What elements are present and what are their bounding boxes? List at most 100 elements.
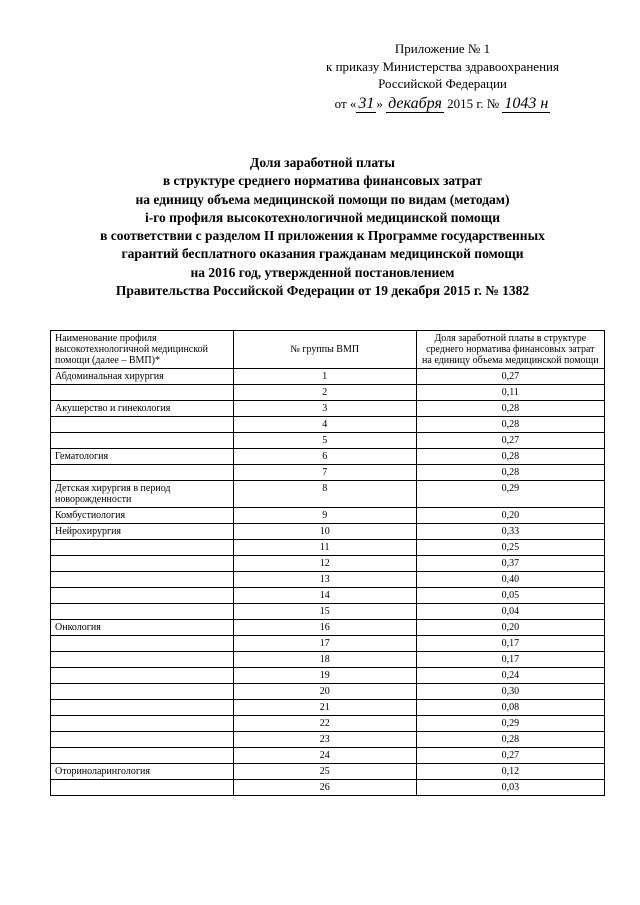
cell-profile-name — [51, 715, 234, 731]
cell-share-value: 0,29 — [416, 480, 604, 507]
cell-profile-name — [51, 416, 234, 432]
cell-profile-name: Абдоминальная хирургия — [51, 368, 234, 384]
cell-share-value: 0,17 — [416, 651, 604, 667]
table-row: Оториноларингология250,12 — [51, 763, 605, 779]
cell-profile-name: Акушерство и гинекология — [51, 400, 234, 416]
cell-group-number: 17 — [233, 635, 416, 651]
cell-profile-name — [51, 432, 234, 448]
table-row: 220,29 — [51, 715, 605, 731]
cell-profile-name — [51, 779, 234, 795]
title-line: гарантий бесплатного оказания гражданам … — [50, 245, 595, 263]
cell-profile-name: Комбустиология — [51, 507, 234, 523]
table-row: 50,27 — [51, 432, 605, 448]
date-year: 2015 г. № — [444, 96, 503, 111]
col-header-share: Доля заработной платы в структуре средне… — [416, 330, 604, 368]
title-line: Доля заработной платы — [50, 154, 595, 172]
cell-group-number: 13 — [233, 571, 416, 587]
cell-share-value: 0,28 — [416, 731, 604, 747]
cell-profile-name — [51, 555, 234, 571]
cell-group-number: 1 — [233, 368, 416, 384]
cell-group-number: 20 — [233, 683, 416, 699]
title-line: в соответствии с разделом II приложения … — [50, 227, 595, 245]
cell-profile-name — [51, 635, 234, 651]
title-line: на единицу объема медицинской помощи по … — [50, 191, 595, 209]
table-row: 130,40 — [51, 571, 605, 587]
cell-share-value: 0,20 — [416, 619, 604, 635]
table-row: 230,28 — [51, 731, 605, 747]
table-row: 180,17 — [51, 651, 605, 667]
cell-group-number: 16 — [233, 619, 416, 635]
cell-profile-name — [51, 683, 234, 699]
data-table: Наименование профиля высокотехнологичной… — [50, 330, 605, 796]
table-row: 20,11 — [51, 384, 605, 400]
cell-group-number: 22 — [233, 715, 416, 731]
table-row: 150,04 — [51, 603, 605, 619]
date-number-handwritten: 1043 н — [502, 95, 550, 113]
table-row: 40,28 — [51, 416, 605, 432]
document-page: Приложение № 1 к приказу Министерства зд… — [0, 0, 640, 816]
table-row: 210,08 — [51, 699, 605, 715]
header-line-3: Российской Федерации — [280, 75, 605, 93]
col-header-name: Наименование профиля высокотехнологичной… — [51, 330, 234, 368]
cell-share-value: 0,05 — [416, 587, 604, 603]
cell-group-number: 19 — [233, 667, 416, 683]
cell-profile-name — [51, 667, 234, 683]
table-row: 110,25 — [51, 539, 605, 555]
table-row: 120,37 — [51, 555, 605, 571]
cell-share-value: 0,28 — [416, 464, 604, 480]
cell-share-value: 0,28 — [416, 400, 604, 416]
cell-share-value: 0,28 — [416, 416, 604, 432]
table-row: 260,03 — [51, 779, 605, 795]
cell-profile-name — [51, 571, 234, 587]
header-date-line: от «31» декабря 2015 г. № 1043 н — [280, 93, 605, 115]
date-month-handwritten: декабря — [386, 95, 444, 113]
cell-share-value: 0,27 — [416, 368, 604, 384]
cell-group-number: 11 — [233, 539, 416, 555]
cell-group-number: 4 — [233, 416, 416, 432]
cell-share-value: 0,20 — [416, 507, 604, 523]
cell-group-number: 24 — [233, 747, 416, 763]
table-row: Комбустиология90,20 — [51, 507, 605, 523]
table-row: Акушерство и гинекология30,28 — [51, 400, 605, 416]
cell-share-value: 0,40 — [416, 571, 604, 587]
cell-group-number: 25 — [233, 763, 416, 779]
cell-profile-name — [51, 539, 234, 555]
date-mid: » — [376, 96, 386, 111]
cell-share-value: 0,27 — [416, 747, 604, 763]
header-line-2: к приказу Министерства здравоохранения — [280, 58, 605, 76]
cell-group-number: 3 — [233, 400, 416, 416]
table-row: 140,05 — [51, 587, 605, 603]
cell-profile-name — [51, 464, 234, 480]
header-line-1: Приложение № 1 — [280, 40, 605, 58]
table-row: Абдоминальная хирургия10,27 — [51, 368, 605, 384]
cell-group-number: 14 — [233, 587, 416, 603]
cell-share-value: 0,29 — [416, 715, 604, 731]
cell-group-number: 2 — [233, 384, 416, 400]
table-row: 170,17 — [51, 635, 605, 651]
cell-profile-name — [51, 651, 234, 667]
cell-share-value: 0,27 — [416, 432, 604, 448]
cell-share-value: 0,37 — [416, 555, 604, 571]
cell-share-value: 0,33 — [416, 523, 604, 539]
table-row: 200,30 — [51, 683, 605, 699]
cell-share-value: 0,25 — [416, 539, 604, 555]
cell-group-number: 7 — [233, 464, 416, 480]
table-row: 240,27 — [51, 747, 605, 763]
cell-profile-name — [51, 587, 234, 603]
cell-share-value: 0,24 — [416, 667, 604, 683]
cell-group-number: 15 — [233, 603, 416, 619]
appendix-header: Приложение № 1 к приказу Министерства зд… — [280, 40, 605, 114]
cell-profile-name: Детская хирургия в период новорожденност… — [51, 480, 234, 507]
title-line: i-го профиля высокотехнологичной медицин… — [50, 209, 595, 227]
cell-profile-name: Онкология — [51, 619, 234, 635]
cell-share-value: 0,30 — [416, 683, 604, 699]
cell-share-value: 0,04 — [416, 603, 604, 619]
cell-profile-name: Оториноларингология — [51, 763, 234, 779]
cell-group-number: 6 — [233, 448, 416, 464]
table-row: Нейрохирургия100,33 — [51, 523, 605, 539]
cell-profile-name — [51, 603, 234, 619]
title-line: в структуре среднего норматива финансовы… — [50, 172, 595, 190]
cell-group-number: 5 — [233, 432, 416, 448]
title-line: на 2016 год, утвержденной постановлением — [50, 264, 595, 282]
table-row: Онкология160,20 — [51, 619, 605, 635]
